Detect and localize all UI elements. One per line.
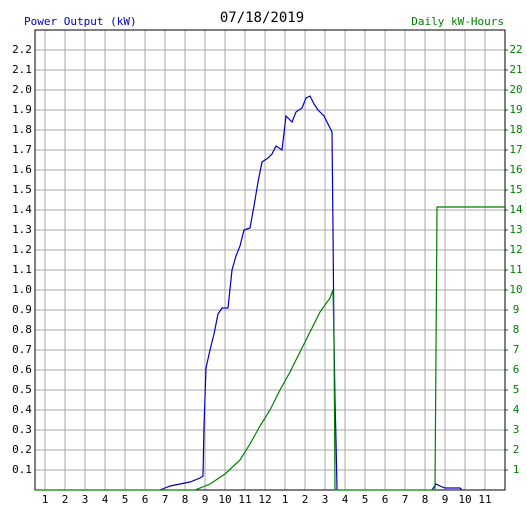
x-tick-label: 5	[122, 493, 129, 506]
x-tick-label: 7	[402, 493, 409, 506]
y-tick-label: 0.4	[12, 403, 32, 416]
x-tick-label: 5	[362, 493, 369, 506]
x-tick-label: 9	[202, 493, 209, 506]
y-tick-label: 1.8	[12, 123, 32, 136]
y-axis-label: Power Output (kW)	[24, 15, 137, 28]
y2-tick-label: 9	[513, 303, 520, 316]
y2-tick-label: 5	[513, 383, 520, 396]
y-tick-label: 1.2	[12, 243, 32, 256]
x-tick-label: 6	[382, 493, 389, 506]
y-tick-label: 0.7	[12, 343, 32, 356]
y-tick-label: 0.9	[12, 303, 32, 316]
x-tick-label: 3	[322, 493, 329, 506]
y-tick-label: 0.2	[12, 443, 32, 456]
x-tick-label: 3	[82, 493, 89, 506]
y2-tick-label: 4	[513, 403, 520, 416]
x-tick-label: 8	[182, 493, 189, 506]
y2-tick-label: 2	[513, 443, 520, 456]
y2-tick-label: 11	[509, 263, 522, 276]
y2-tick-label: 16	[509, 163, 522, 176]
x-tick-label: 7	[162, 493, 169, 506]
y-tick-label: 1.9	[12, 103, 32, 116]
y-tick-label: 1.4	[12, 203, 32, 216]
y2-tick-label: 15	[509, 183, 522, 196]
y2-tick-label: 22	[509, 43, 522, 56]
y2-tick-label: 12	[509, 243, 522, 256]
y2-tick-label: 19	[509, 103, 522, 116]
y-tick-label: 1.0	[12, 283, 32, 296]
x-tick-label: 4	[342, 493, 349, 506]
y-tick-label: 0.1	[12, 463, 32, 476]
chart-title: 07/18/2019	[220, 10, 304, 26]
y2-tick-label: 21	[509, 63, 522, 76]
y-tick-label: 1.3	[12, 223, 32, 236]
x-tick-label: 1	[282, 493, 289, 506]
x-tick-label: 11	[478, 493, 491, 506]
y-tick-label: 2.1	[12, 63, 32, 76]
y2-tick-label: 3	[513, 423, 520, 436]
y2-tick-label: 1	[513, 463, 520, 476]
y2-tick-label: 18	[509, 123, 522, 136]
y-tick-label: 0.3	[12, 423, 32, 436]
x-tick-label: 10	[218, 493, 231, 506]
y2-tick-label: 6	[513, 363, 520, 376]
y-tick-label: 2.2	[12, 43, 32, 56]
y-tick-label: 2.0	[12, 83, 32, 96]
series-line	[35, 206, 505, 491]
x-tick-label: 4	[102, 493, 109, 506]
y2-tick-label: 10	[509, 283, 522, 296]
y-tick-label: 1.1	[12, 263, 32, 276]
x-tick-label: 2	[302, 493, 309, 506]
plot-frame	[34, 29, 506, 491]
y2-tick-label: 7	[513, 343, 520, 356]
x-tick-label: 9	[442, 493, 449, 506]
y2-tick-label: 20	[509, 83, 522, 96]
y-tick-label: 1.7	[12, 143, 32, 156]
x-tick-label: 12	[258, 493, 271, 506]
y2-tick-label: 14	[509, 203, 523, 216]
x-tick-label: 10	[458, 493, 471, 506]
y-tick-label: 0.5	[12, 383, 32, 396]
x-tick-label: 8	[422, 493, 429, 506]
x-tick-label: 1	[42, 493, 49, 506]
x-tick-label: 2	[62, 493, 69, 506]
x-tick-label: 6	[142, 493, 149, 506]
y2-tick-label: 13	[509, 223, 522, 236]
y-tick-label: 1.6	[12, 163, 32, 176]
y-tick-label: 0.6	[12, 363, 32, 376]
y2-axis-label: Daily kW-Hours	[411, 15, 504, 28]
y2-tick-label: 17	[509, 143, 522, 156]
y-tick-label: 0.8	[12, 323, 32, 336]
y-tick-label: 1.5	[12, 183, 32, 196]
y2-tick-label: 8	[513, 323, 520, 336]
x-tick-label: 11	[238, 493, 251, 506]
